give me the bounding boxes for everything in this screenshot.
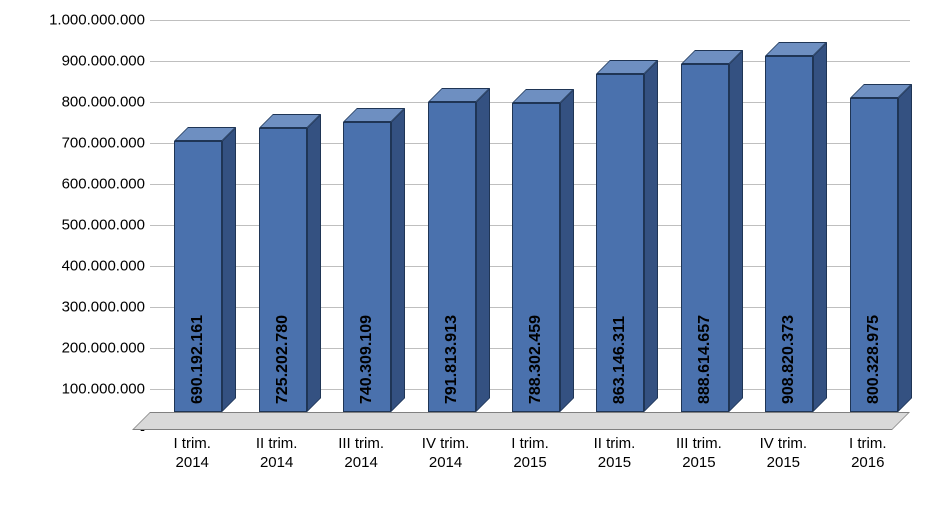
x-tick-label: I trim.2016 (827, 435, 909, 473)
x-tick-label: III trim.2015 (658, 435, 740, 473)
x-tick-label: III trim.2014 (320, 435, 402, 473)
y-tick-label: 900.000.000 (35, 53, 145, 70)
bar-side (898, 84, 912, 412)
bar-value-label: 863.146.311 (611, 316, 629, 404)
bar: 800.328.975 (850, 98, 898, 412)
x-tick-label: I trim.2014 (151, 435, 233, 473)
x-tick-label: IV trim.2014 (405, 435, 487, 473)
y-tick-label: 800.000.000 (35, 94, 145, 111)
y-tick-label: 100.000.000 (35, 381, 145, 398)
chart-floor (132, 412, 910, 430)
bar: 740.309.109 (343, 122, 391, 412)
bar-side (813, 42, 827, 412)
bar-value-label: 800.328.975 (865, 315, 883, 404)
bar: 888.614.657 (681, 64, 729, 412)
bar-side (729, 50, 743, 412)
bar-value-label: 791.813.913 (443, 315, 461, 404)
bar-value-label: 740.309.109 (358, 315, 376, 404)
x-tick-label: I trim.2015 (489, 435, 571, 473)
plot-area: 690.192.161 725.202.780 740.309.109 791.813… (150, 20, 910, 430)
x-tick-label: IV trim.2015 (742, 435, 824, 473)
y-tick-label: 700.000.000 (35, 135, 145, 152)
x-tick-label: II trim.2015 (573, 435, 655, 473)
y-tick-label: 300.000.000 (35, 299, 145, 316)
bar-value-label: 690.192.161 (189, 315, 207, 404)
bar: 863.146.311 (596, 74, 644, 412)
bar-value-label: 908.820.373 (780, 315, 798, 404)
y-tick-label: 600.000.000 (35, 176, 145, 193)
bar-side (560, 89, 574, 412)
bar-value-label: 888.614.657 (696, 315, 714, 404)
bar-value-label: 725.202.780 (274, 315, 292, 404)
bar: 791.813.913 (428, 102, 476, 412)
quarterly-bar-chart: - 100.000.000 200.000.000 300.000.000 40… (30, 10, 930, 500)
y-tick-label: - (35, 422, 145, 439)
bar-side (222, 127, 236, 412)
y-tick-label: 400.000.000 (35, 258, 145, 275)
y-tick-label: 200.000.000 (35, 340, 145, 357)
bar: 690.192.161 (174, 141, 222, 412)
y-tick-label: 1.000.000.000 (35, 12, 145, 29)
gridline (150, 20, 910, 21)
x-tick-label: II trim.2014 (236, 435, 318, 473)
bar-side (476, 88, 490, 412)
bar: 908.820.373 (765, 56, 813, 412)
bar: 788.302.459 (512, 103, 560, 412)
bar-value-label: 788.302.459 (527, 315, 545, 404)
bar-side (307, 114, 321, 412)
bar-side (391, 108, 405, 412)
bar-side (644, 60, 658, 412)
bar: 725.202.780 (259, 128, 307, 412)
y-tick-label: 500.000.000 (35, 217, 145, 234)
